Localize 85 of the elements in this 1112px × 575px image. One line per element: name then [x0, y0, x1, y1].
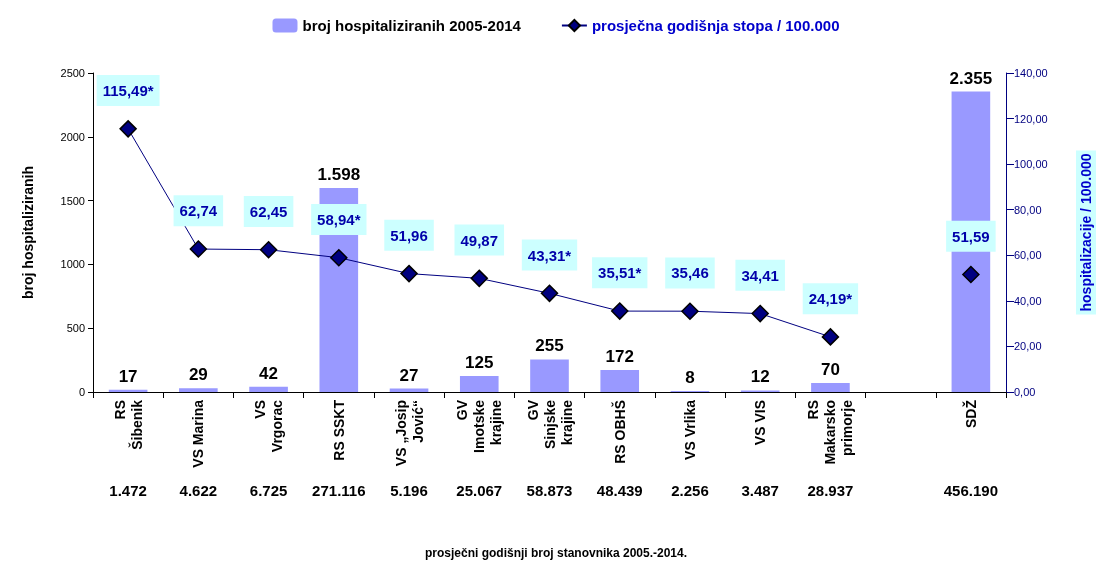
point	[470, 269, 489, 288]
y2-axis-title: hospitalizacije / 100.000	[1078, 153, 1094, 312]
y-tick-label: 1500	[60, 194, 85, 207]
data-label: 1.598	[317, 165, 361, 185]
x-tick-label: VS VIS	[752, 400, 769, 446]
text: 2.256	[671, 481, 709, 499]
y-axis-title: broj hospitaliziranih	[20, 165, 36, 300]
bar	[108, 389, 148, 392]
text: 5.196	[390, 481, 428, 499]
y-tick-label: 2000	[60, 130, 85, 143]
x-tick-label: VS Vrlika	[681, 399, 698, 460]
text: 4.622	[179, 481, 218, 499]
x-tick-label: RS SSKT	[330, 399, 347, 461]
bar	[459, 376, 499, 392]
y2-tick-label: 80,00	[1014, 203, 1042, 216]
text: 3.487	[741, 481, 779, 499]
data-label: 27	[399, 365, 419, 385]
data-label: 29	[188, 365, 208, 385]
x-tick-label: VS Marina	[190, 399, 207, 468]
text: prosječni godišnji broj stanovnika 2005.-2014.	[424, 546, 688, 560]
y-tick-label: 2500	[60, 67, 85, 79]
bar	[811, 383, 850, 392]
x-tick-label: GV Imotske krajine	[454, 399, 505, 453]
y2-tick-label: 20,00	[1014, 340, 1042, 353]
x-tick-label: SDŽ	[961, 399, 979, 428]
y2-tick-label: 40,00	[1014, 294, 1042, 307]
point	[610, 302, 629, 320]
bar	[600, 370, 640, 392]
y-tick-label: 500	[66, 322, 85, 335]
point	[400, 264, 418, 283]
data-label: 255	[535, 336, 564, 356]
data-label: 172	[605, 347, 634, 367]
text: 1.472	[109, 481, 147, 499]
data-label: 35,46	[671, 264, 709, 282]
point	[962, 265, 980, 284]
data-label: 12	[750, 367, 770, 387]
y2-tick-label: 140,00	[1014, 67, 1048, 79]
point	[259, 240, 278, 259]
text: 456.190	[943, 481, 998, 499]
data-label: 125	[465, 353, 494, 373]
y2-tick-label: 60,00	[1014, 249, 1042, 262]
y2-tick-label: 100,00	[1014, 158, 1048, 171]
bar	[530, 359, 569, 392]
text: 6.725	[249, 481, 288, 499]
data-label: 43,31*	[527, 246, 572, 264]
point	[119, 120, 137, 138]
text: 271.116	[312, 481, 366, 499]
data-label: 70	[820, 360, 840, 380]
data-label: 8	[685, 367, 695, 387]
y2-tick-label: 120,00	[1014, 112, 1048, 125]
legend-label: prosječna godišnja stopa / 100.000	[591, 17, 840, 34]
bar	[179, 388, 218, 392]
data-label: 24,19*	[808, 290, 853, 308]
data-label: 34,41	[741, 266, 779, 284]
data-label: 49,87	[460, 231, 499, 249]
x-tick-label: RS Šibenik	[111, 399, 145, 450]
y-tick-label: 0	[78, 386, 85, 398]
x-tick-label: RS OBHŠ	[610, 400, 628, 464]
data-label: 17	[118, 366, 138, 386]
y-tick-label: 1000	[60, 258, 85, 271]
x-tick-label: VS Vrgorac	[252, 399, 286, 453]
data-label: 58,94*	[317, 210, 361, 228]
text: 58.873	[526, 481, 573, 499]
data-label: 62,74	[179, 202, 218, 220]
point	[330, 248, 348, 267]
y2-tick-label: 0,00	[1014, 386, 1036, 398]
point	[821, 328, 840, 346]
x-tick-label: VS „Josip Jović“	[392, 400, 426, 467]
point	[540, 284, 559, 303]
text: 25.067	[456, 481, 503, 499]
bar	[249, 386, 288, 392]
data-label: 42	[259, 363, 279, 383]
text: 28.937	[807, 481, 854, 499]
x-tick-label: RS Makarsko primorje	[805, 399, 856, 465]
data-label: 51,59	[952, 227, 990, 245]
legend-label: broj hospitaliziranih 2005-2014	[302, 17, 522, 34]
point	[681, 302, 699, 320]
point	[751, 304, 769, 323]
data-label: 35,51*	[598, 264, 642, 282]
data-label: 115,49*	[102, 82, 154, 100]
point	[189, 240, 208, 258]
text: 48.439	[596, 481, 643, 499]
data-label: 51,96	[390, 226, 428, 244]
data-label: 2.355	[949, 68, 993, 88]
data-label: 62,45	[249, 202, 288, 220]
